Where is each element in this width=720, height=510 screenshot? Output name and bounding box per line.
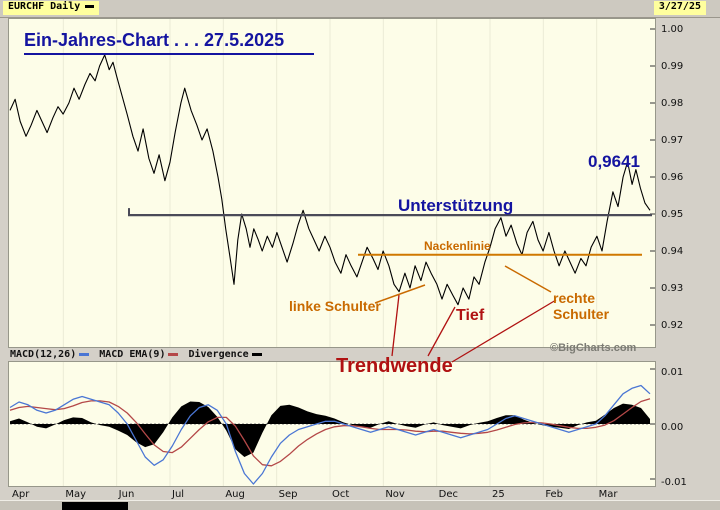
month-label: Jul xyxy=(172,489,185,500)
neckline-label: Nackenlinie xyxy=(424,239,491,253)
symbol-label[interactable]: EURCHF Daily xyxy=(3,1,100,15)
right-shoulder-label: rechte Schulter xyxy=(553,290,609,322)
month-label: Mar xyxy=(598,489,618,500)
left-shoulder-label: linke Schulter xyxy=(289,298,381,314)
x-axis: Apr May Jun Jul Aug Sep Oct Nov Dec 25 Feb Mar xyxy=(8,489,668,501)
right-shoulder-line1: rechte xyxy=(553,290,596,306)
month-label: Aug xyxy=(225,489,245,500)
month-label: Sep xyxy=(278,489,298,500)
month-label: Oct xyxy=(332,489,350,500)
macd-axis-label: 0.00 xyxy=(661,422,684,433)
date-text: 3/27/25 xyxy=(658,1,701,12)
price-axis-label: 0.95 xyxy=(661,209,684,220)
price-axis-label: 0.97 xyxy=(661,135,684,146)
macd-legend-label: MACD(12,26) xyxy=(10,349,77,360)
support-label: Unterstützung xyxy=(398,196,514,215)
price-axis-label: 0.98 xyxy=(661,98,684,109)
price-chart-panel: Ein-Jahres-Chart . . . 27.5.2025 Unterst… xyxy=(8,18,656,348)
divergence-swatch-icon xyxy=(251,353,262,356)
month-label: May xyxy=(65,489,87,500)
scrollbar-thumb[interactable] xyxy=(62,502,128,510)
price-axis-label: 0.93 xyxy=(661,283,684,294)
macd-axis-label: -0.01 xyxy=(661,477,687,488)
symbol-text: EURCHF Daily xyxy=(8,1,81,12)
horizontal-scrollbar[interactable] xyxy=(0,500,720,510)
chart-title-annotation: Ein-Jahres-Chart . . . 27.5.2025 xyxy=(24,30,315,55)
macd-axis-label: 0.01 xyxy=(661,367,684,378)
macd-line-swatch-icon xyxy=(79,353,90,356)
price-axis-label: 0.96 xyxy=(661,172,684,183)
price-axis-label: 0.94 xyxy=(661,246,684,257)
macd-chart xyxy=(8,361,656,487)
price-axis-label: 0.92 xyxy=(661,320,684,331)
price-axis-label: 0.99 xyxy=(661,61,684,72)
macd-chart-panel xyxy=(8,361,656,487)
divergence-legend-label: Divergence xyxy=(188,349,249,360)
ema-legend-label: MACD EMA(9) xyxy=(99,349,166,360)
month-label: Dec xyxy=(438,489,459,500)
month-label: Apr xyxy=(12,489,30,500)
month-label: Nov xyxy=(385,489,405,500)
trend-reversal-annotation: Trendwende xyxy=(336,355,453,377)
price-chart xyxy=(8,18,656,348)
ema-line-swatch-icon xyxy=(168,353,179,356)
price-peak-label: 0,9641 xyxy=(588,152,640,171)
date-badge[interactable]: 3/27/25 xyxy=(653,1,706,15)
low-label: Tief xyxy=(456,307,485,324)
month-label: Jun xyxy=(118,489,135,500)
month-label: Feb xyxy=(545,489,564,500)
y-axis: 1.00 0.99 0.98 0.97 0.96 0.95 0.94 0.93 0.92 0.01… xyxy=(656,0,720,510)
bigcharts-watermark: ©BigCharts.com xyxy=(550,342,637,354)
right-shoulder-line2: Schulter xyxy=(553,306,610,322)
month-label: 25 xyxy=(492,489,505,500)
price-line-swatch-icon xyxy=(85,4,95,8)
topbar: EURCHF Daily 3/27/25 xyxy=(0,0,720,18)
price-axis-label: 1.00 xyxy=(661,24,684,35)
